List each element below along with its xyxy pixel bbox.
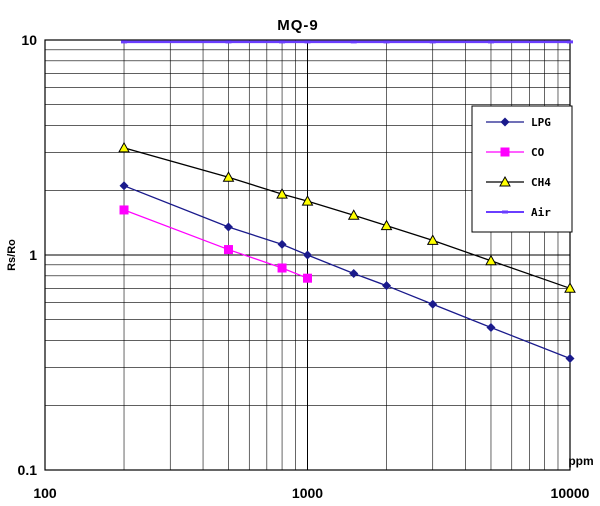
- x-tick-label: 1000: [292, 485, 323, 501]
- data-point-air: [487, 40, 494, 44]
- legend-entry-co: CO: [486, 146, 545, 159]
- y-tick-label: 1: [29, 247, 37, 263]
- x-tick-label: 10000: [551, 485, 590, 501]
- series-lpg: [119, 181, 575, 364]
- data-point-air: [350, 40, 357, 44]
- data-point-lpg: [223, 222, 233, 232]
- data-point-ch4: [485, 254, 497, 266]
- data-point-ch4: [276, 188, 288, 199]
- data-point-lpg: [565, 354, 575, 364]
- legend-marker-air: [502, 210, 508, 214]
- series-layer: [118, 40, 576, 364]
- legend-box: [471, 105, 573, 233]
- data-point-ch4: [564, 282, 576, 293]
- y-axis-label: Rs/Ro: [6, 239, 18, 271]
- data-point-ch4: [426, 234, 439, 245]
- legend-label-air: Air: [531, 206, 551, 219]
- data-point-air: [429, 40, 436, 44]
- data-point-co: [119, 205, 129, 215]
- x-axis-label: ppm: [568, 454, 593, 468]
- data-point-ch4: [380, 219, 393, 231]
- data-point-lpg: [349, 269, 359, 279]
- plot-border: [44, 39, 571, 471]
- series-line-co: [123, 209, 308, 279]
- legend-label-ch4: CH4: [531, 176, 551, 189]
- data-point-ch4: [222, 171, 235, 182]
- legend-label-co: CO: [531, 146, 545, 159]
- legend-entry-lpg: LPG: [486, 116, 551, 129]
- data-point-ch4: [118, 141, 130, 153]
- data-point-air: [383, 40, 390, 44]
- data-point-ch4: [347, 209, 360, 220]
- data-point-co: [277, 263, 287, 273]
- data-point-lpg: [303, 250, 312, 260]
- legend-marker-co: [500, 147, 510, 157]
- data-point-lpg: [119, 181, 129, 191]
- x-tick-label: 100: [33, 485, 57, 501]
- data-point-co: [303, 273, 312, 283]
- y-tick-label: 10: [21, 32, 37, 48]
- data-point-air: [279, 40, 286, 44]
- legend-entry-air: Air: [486, 206, 551, 219]
- legend-label-lpg: LPG: [531, 116, 551, 129]
- data-point-air: [567, 40, 573, 44]
- legend-entry-ch4: CH4: [486, 175, 551, 189]
- data-point-lpg: [382, 281, 392, 291]
- legend: LPG CO CH4 Air: [471, 105, 573, 233]
- data-point-ch4: [301, 195, 314, 206]
- data-point-lpg: [486, 323, 496, 333]
- data-point-lpg: [277, 239, 287, 249]
- series-air: [121, 40, 573, 44]
- legend-marker-ch4: [499, 175, 511, 187]
- data-point-co: [223, 245, 233, 255]
- series-co: [119, 205, 312, 283]
- tick-labels: 100 1000 10000 0.1 1 10: [18, 32, 590, 501]
- series-ch4: [118, 141, 576, 293]
- data-point-lpg: [428, 299, 438, 309]
- data-point-air: [121, 40, 128, 44]
- chart-title: MQ-9: [277, 17, 319, 34]
- legend-marker-lpg: [500, 117, 510, 127]
- data-point-air: [225, 40, 232, 44]
- y-tick-label: 0.1: [18, 462, 38, 478]
- data-point-air: [304, 40, 311, 44]
